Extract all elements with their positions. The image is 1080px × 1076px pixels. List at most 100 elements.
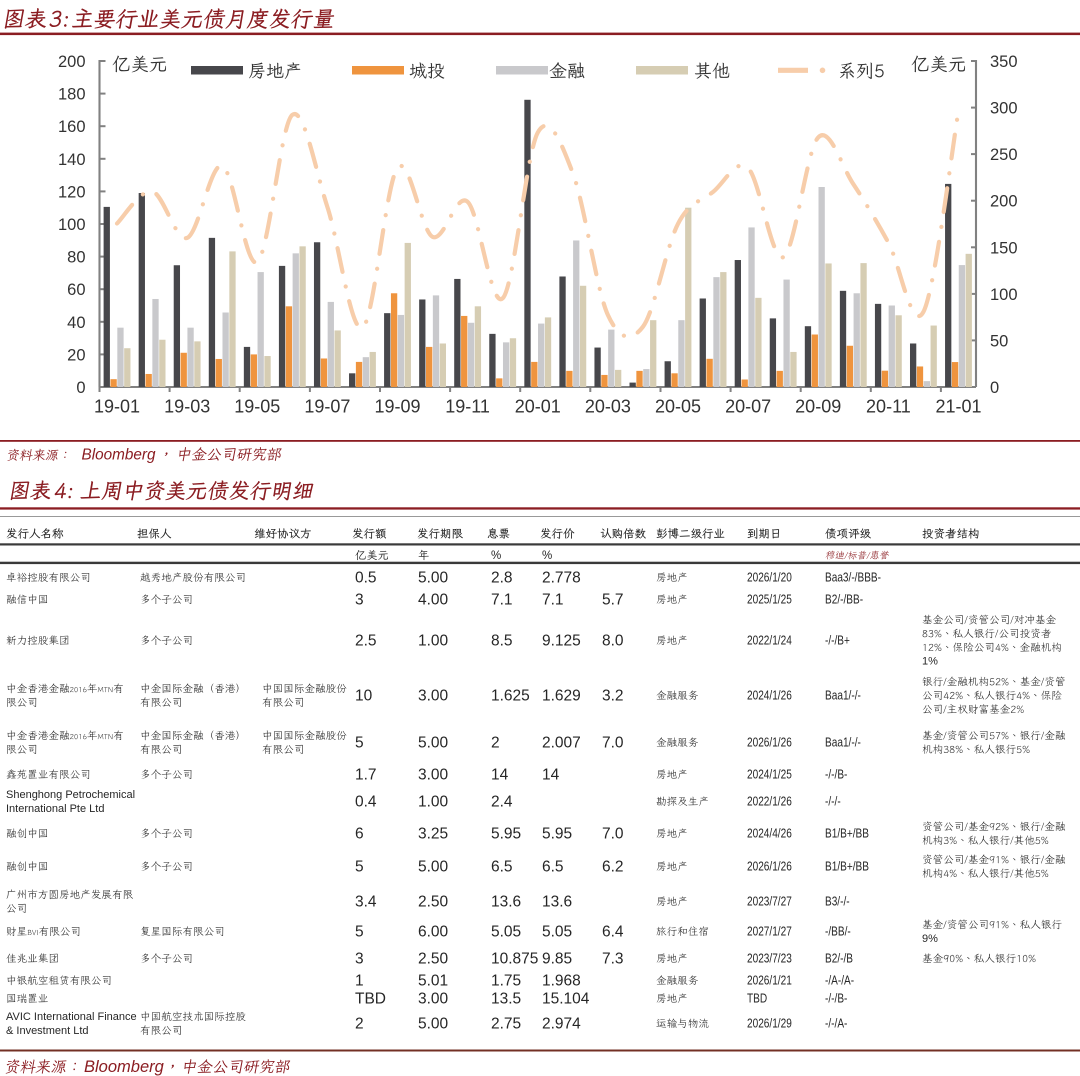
svg-text:80: 80 — [67, 249, 85, 267]
svg-text:21-01: 21-01 — [935, 397, 981, 417]
svg-text:-/BB/-: -/BB/- — [825, 925, 851, 939]
svg-text:19-07: 19-07 — [304, 397, 350, 417]
svg-text:%: % — [542, 550, 552, 562]
svg-text:2026/1/29: 2026/1/29 — [747, 1017, 792, 1031]
svg-text:2.8: 2.8 — [491, 570, 513, 587]
svg-text:4.00: 4.00 — [418, 592, 449, 609]
svg-text:2026/1/21: 2026/1/21 — [747, 974, 792, 988]
svg-text:140: 140 — [58, 151, 86, 169]
svg-text:Bloomberg: Bloomberg — [82, 447, 156, 464]
svg-text:120: 120 — [58, 183, 86, 201]
svg-text:5.00: 5.00 — [418, 859, 449, 876]
svg-text:5.95: 5.95 — [491, 826, 521, 843]
svg-text:0: 0 — [990, 379, 999, 397]
svg-text:B2/-/BB-: B2/-/BB- — [825, 593, 863, 607]
svg-text:160: 160 — [58, 118, 86, 136]
svg-text:5.01: 5.01 — [418, 973, 448, 990]
svg-text:2.974: 2.974 — [542, 1016, 581, 1033]
svg-text:1.629: 1.629 — [542, 688, 581, 705]
svg-text:7.0: 7.0 — [602, 826, 624, 843]
svg-text:AVIC International Finance: AVIC International Finance — [6, 1011, 137, 1023]
svg-text:300: 300 — [990, 100, 1018, 118]
svg-text:-/A-/A-: -/A-/A- — [825, 974, 854, 988]
svg-text:2026/1/26: 2026/1/26 — [747, 860, 792, 874]
svg-text:1.625: 1.625 — [491, 688, 530, 705]
svg-text:20-03: 20-03 — [585, 397, 631, 417]
svg-text:2.5: 2.5 — [355, 633, 377, 650]
svg-text:6.00: 6.00 — [418, 924, 449, 941]
svg-text:0: 0 — [76, 379, 85, 397]
svg-text:6: 6 — [355, 826, 364, 843]
svg-text:350: 350 — [990, 53, 1018, 71]
svg-text:40: 40 — [67, 314, 85, 332]
svg-text:60: 60 — [67, 281, 85, 299]
svg-text:7.1: 7.1 — [491, 592, 513, 609]
svg-text:13.6: 13.6 — [491, 894, 521, 911]
svg-text:5.95: 5.95 — [542, 826, 572, 843]
svg-text:19-03: 19-03 — [164, 397, 210, 417]
svg-text:3.2: 3.2 — [602, 688, 624, 705]
svg-text:19-01: 19-01 — [94, 397, 140, 417]
svg-text:-/-/A-: -/-/A- — [825, 1017, 847, 1031]
svg-text:2024/1/25: 2024/1/25 — [747, 768, 792, 782]
svg-text:5.05: 5.05 — [542, 924, 572, 941]
svg-text:3.00: 3.00 — [418, 991, 449, 1008]
svg-text:%: % — [491, 550, 501, 562]
svg-text:13.6: 13.6 — [542, 894, 572, 911]
svg-text:2.50: 2.50 — [418, 951, 449, 968]
svg-text:10.875: 10.875 — [491, 951, 538, 968]
svg-text:1.7: 1.7 — [355, 767, 377, 784]
svg-text:7.1: 7.1 — [542, 592, 564, 609]
svg-text:9.85: 9.85 — [542, 951, 572, 968]
svg-text:2026/1/20: 2026/1/20 — [747, 571, 792, 585]
svg-text:& Investment Ltd: & Investment Ltd — [6, 1025, 89, 1037]
svg-text:150: 150 — [990, 239, 1018, 257]
svg-text:6.5: 6.5 — [491, 859, 513, 876]
svg-text:5.7: 5.7 — [602, 592, 624, 609]
svg-text:B1/B+/BB: B1/B+/BB — [825, 860, 869, 874]
svg-text:6.5: 6.5 — [542, 859, 564, 876]
svg-text:2025/1/25: 2025/1/25 — [747, 593, 792, 607]
svg-text:180: 180 — [58, 86, 86, 104]
svg-text:2024/1/26: 2024/1/26 — [747, 689, 792, 703]
svg-text:1%: 1% — [922, 656, 938, 668]
svg-text:19-11: 19-11 — [445, 397, 490, 417]
svg-text:-/-/B-: -/-/B- — [825, 992, 847, 1006]
svg-text:1: 1 — [355, 973, 364, 990]
svg-text:2022/1/26: 2022/1/26 — [747, 795, 792, 809]
svg-text:5: 5 — [355, 924, 364, 941]
svg-text:20-09: 20-09 — [795, 397, 841, 417]
svg-text:5.05: 5.05 — [491, 924, 521, 941]
svg-text:1.00: 1.00 — [418, 633, 449, 650]
svg-text:50: 50 — [990, 332, 1008, 350]
svg-text:-/-/-: -/-/- — [825, 795, 841, 809]
svg-text:2.4: 2.4 — [491, 794, 513, 811]
svg-text:International Pte Ltd: International Pte Ltd — [6, 803, 104, 815]
svg-text:2: 2 — [491, 735, 500, 752]
svg-text:0.5: 0.5 — [355, 570, 377, 587]
svg-text:19-05: 19-05 — [234, 397, 280, 417]
svg-text:8.0: 8.0 — [602, 633, 624, 650]
svg-text:14: 14 — [542, 767, 560, 784]
svg-text:2023/7/27: 2023/7/27 — [747, 895, 792, 909]
svg-text:20-01: 20-01 — [515, 397, 561, 417]
svg-text:3.25: 3.25 — [418, 826, 448, 843]
svg-text:15.104: 15.104 — [542, 991, 590, 1008]
svg-text:2.778: 2.778 — [542, 570, 581, 587]
svg-text:B3/-/-: B3/-/- — [825, 895, 850, 909]
svg-text:7.0: 7.0 — [602, 735, 624, 752]
svg-text:13.5: 13.5 — [491, 991, 521, 1008]
svg-text:2024/4/26: 2024/4/26 — [747, 827, 792, 841]
svg-text:5: 5 — [355, 859, 364, 876]
svg-text:7.3: 7.3 — [602, 951, 624, 968]
svg-text:2027/1/27: 2027/1/27 — [747, 925, 792, 939]
svg-text:Baa3/-/BBB-: Baa3/-/BBB- — [825, 571, 881, 585]
svg-text:B1/B+/BB: B1/B+/BB — [825, 827, 869, 841]
svg-text:8.5: 8.5 — [491, 633, 513, 650]
svg-text:5.00: 5.00 — [418, 1016, 449, 1033]
svg-text:2026/1/26: 2026/1/26 — [747, 736, 792, 750]
svg-text:5.00: 5.00 — [418, 570, 449, 587]
svg-text:3.00: 3.00 — [418, 767, 449, 784]
svg-text:1.75: 1.75 — [491, 973, 521, 990]
svg-text:9%: 9% — [922, 933, 938, 945]
